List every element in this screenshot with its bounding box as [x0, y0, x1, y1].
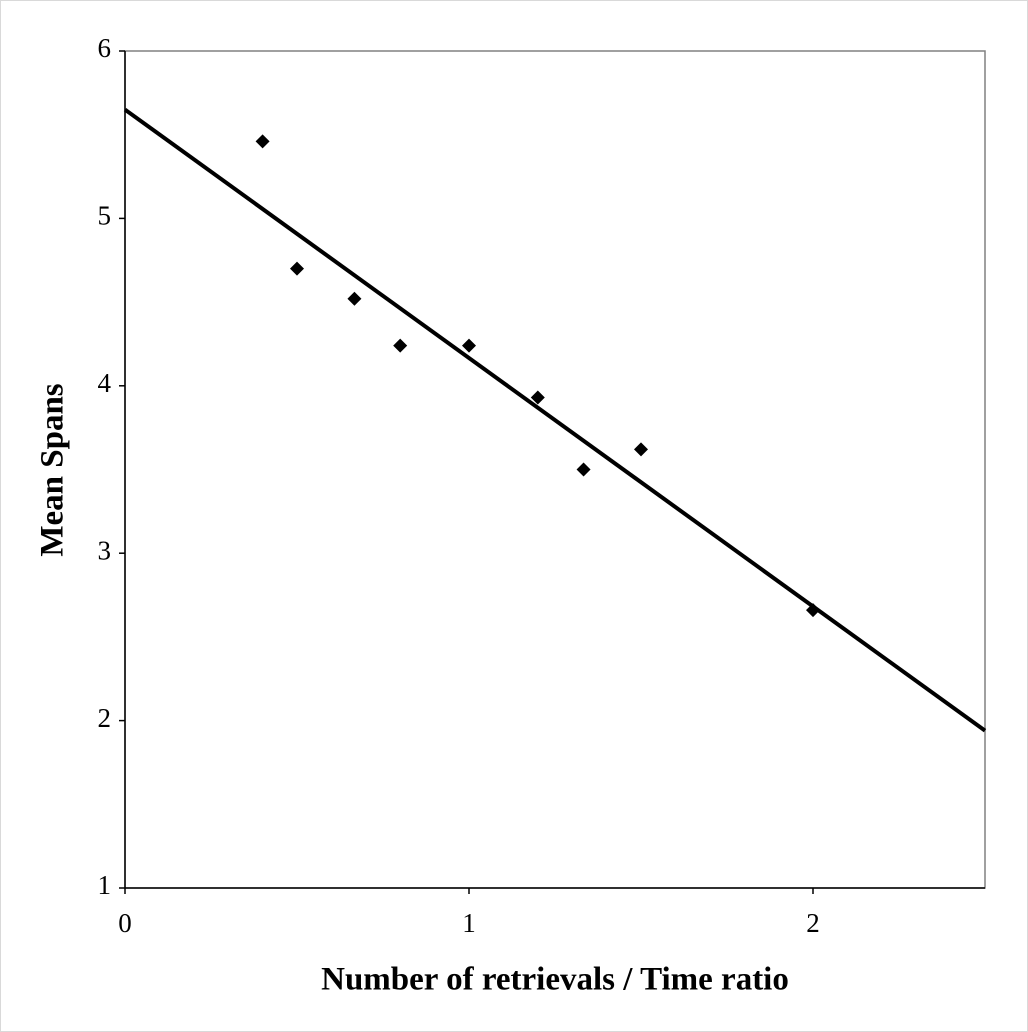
trendline: [123, 107, 987, 733]
x-tick-label: 0: [118, 908, 132, 938]
y-tick-label: 4: [98, 368, 112, 398]
data-point: [576, 462, 591, 477]
data-point: [462, 338, 476, 353]
data-point: [290, 261, 304, 276]
data-point: [806, 603, 820, 618]
x-axis-title: Number of retrievals / Time ratio: [321, 962, 789, 998]
y-axis-title: Mean Spans: [35, 383, 71, 556]
y-tick-label: 6: [98, 33, 112, 63]
y-tick-label: 5: [98, 201, 112, 231]
x-tick-label: 1: [462, 908, 476, 938]
y-tick-label: 1: [98, 870, 112, 900]
y-tick-label: 2: [98, 703, 112, 733]
data-point: [393, 338, 408, 353]
x-tick-label: 2: [806, 908, 820, 938]
y-tick-label: 3: [98, 535, 112, 565]
data-point: [634, 442, 648, 457]
data-point: [255, 134, 270, 149]
data-point: [530, 390, 545, 405]
data-point: [347, 291, 362, 306]
